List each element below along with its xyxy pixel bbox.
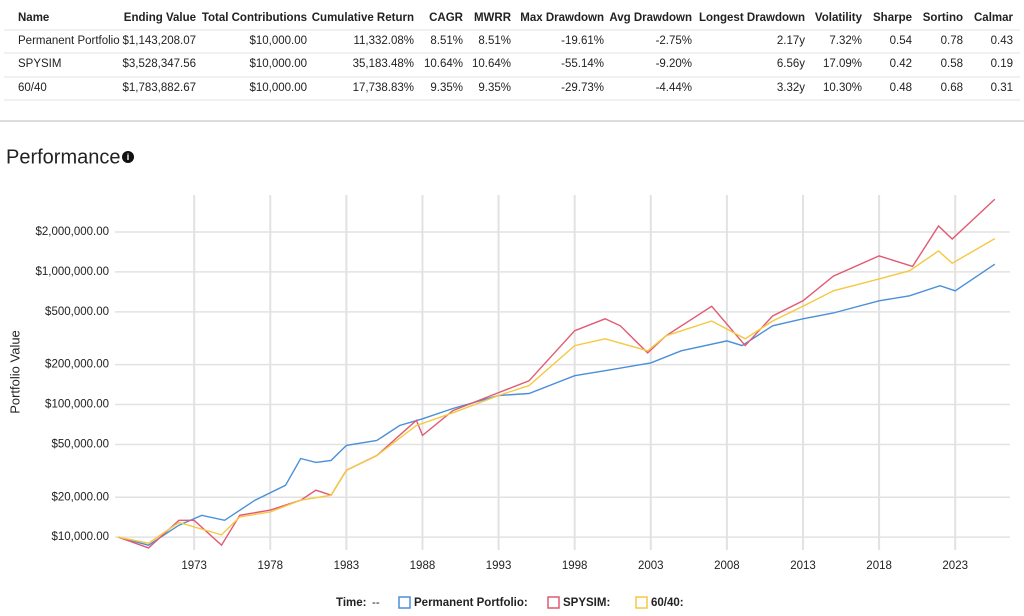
x-tick-label: 2013 [790, 560, 816, 572]
x-tick-label: 1988 [410, 560, 436, 572]
table-cell: 0.48 [890, 82, 912, 94]
x-tick-label: 1983 [334, 560, 360, 572]
table-cell: 0.78 [941, 35, 963, 47]
x-tick-label: 1998 [562, 560, 588, 572]
table-cell: 0.58 [941, 58, 963, 70]
legend-time-label: Time: [336, 597, 366, 609]
table-cell: 17,738.83% [353, 82, 414, 94]
legend-label[interactable]: Permanent Portfolio: [414, 597, 528, 609]
table-cell: -55.14% [561, 58, 604, 70]
table-cell: 0.68 [941, 82, 963, 94]
info-icon[interactable] [122, 151, 134, 163]
column-header: MWRR [474, 12, 512, 24]
table-cell: -9.20% [656, 58, 692, 70]
section-title: Performance [6, 146, 121, 168]
column-header: Ending Value [124, 12, 196, 24]
table-cell: $10,000.00 [249, 82, 307, 94]
table-cell: 60/40 [18, 82, 47, 94]
x-tick-label: 2003 [638, 560, 664, 572]
table-cell: 3.32y [777, 82, 805, 94]
legend-label[interactable]: SPYSIM: [563, 597, 610, 609]
y-tick-label: $50,000.00 [51, 438, 109, 450]
table-cell: $3,528,347.56 [122, 58, 196, 70]
x-tick-label: 2008 [714, 560, 740, 572]
table-cell: 11,332.08% [353, 35, 414, 47]
table-cell: $10,000.00 [249, 35, 307, 47]
y-tick-label: $200,000.00 [45, 359, 109, 371]
column-header: Sortino [923, 12, 963, 24]
table-cell: 8.51% [478, 35, 511, 47]
table-cell: $1,783,882.67 [122, 82, 196, 94]
x-tick-label: 1973 [181, 560, 207, 572]
info-icon-glyph: i [127, 152, 130, 162]
table-cell: 6.56y [777, 58, 805, 70]
table-cell: SPYSIM [18, 58, 61, 70]
table-cell: 7.32% [829, 35, 862, 47]
table-cell: 9.35% [430, 82, 463, 94]
table-cell: 0.42 [890, 58, 912, 70]
table-cell: Permanent Portfolio [18, 35, 120, 47]
table-cell: 2.17y [777, 35, 805, 47]
table-cell: -19.61% [561, 35, 604, 47]
series-line [117, 237, 996, 544]
series-line [117, 198, 996, 549]
table-cell: 0.43 [991, 35, 1013, 47]
legend-time-value: -- [372, 597, 380, 609]
table-cell: 35,183.48% [353, 58, 414, 70]
table-cell: 0.31 [991, 82, 1013, 94]
x-tick-label: 2023 [942, 560, 968, 572]
x-tick-label: 1978 [257, 560, 283, 572]
table-cell: 10.64% [472, 58, 511, 70]
table-cell: 9.35% [478, 82, 511, 94]
y-tick-label: $1,000,000.00 [35, 266, 109, 278]
x-tick-label: 1993 [486, 560, 512, 572]
table-cell: -4.44% [656, 82, 692, 94]
y-tick-label: $100,000.00 [45, 399, 109, 411]
legend-label[interactable]: 60/40: [651, 597, 684, 609]
legend-swatch[interactable] [547, 596, 560, 609]
table-cell: 0.54 [890, 35, 913, 47]
table-cell: 17.09% [823, 58, 862, 70]
column-header: Calmar [974, 12, 1014, 24]
column-header: Avg Drawdown [609, 12, 692, 24]
y-axis-label: Portfolio Value [7, 330, 22, 414]
column-header: Total Contributions [202, 12, 307, 24]
column-header: Sharpe [873, 12, 912, 24]
table-cell: $10,000.00 [249, 58, 307, 70]
y-tick-label: $20,000.00 [51, 491, 109, 503]
column-header: Cumulative Return [312, 12, 414, 24]
table-cell: 0.19 [991, 58, 1013, 70]
y-tick-label: $2,000,000.00 [35, 226, 109, 238]
table-cell: 8.51% [430, 35, 463, 47]
table-cell: 10.30% [823, 82, 862, 94]
x-tick-label: 2018 [866, 560, 892, 572]
column-header: Name [18, 12, 49, 24]
table-cell: -2.75% [656, 35, 692, 47]
y-tick-label: $10,000.00 [51, 531, 109, 543]
table-cell: 10.64% [424, 58, 463, 70]
column-header: Volatility [815, 12, 863, 24]
column-header: Max Drawdown [520, 12, 604, 24]
table-cell: $1,143,208.07 [122, 35, 196, 47]
legend-swatch[interactable] [635, 596, 648, 609]
table-cell: -29.73% [561, 82, 604, 94]
legend-swatch[interactable] [398, 596, 411, 609]
column-header: Longest Drawdown [699, 12, 805, 24]
column-header: CAGR [429, 12, 464, 24]
y-tick-label: $500,000.00 [45, 306, 109, 318]
